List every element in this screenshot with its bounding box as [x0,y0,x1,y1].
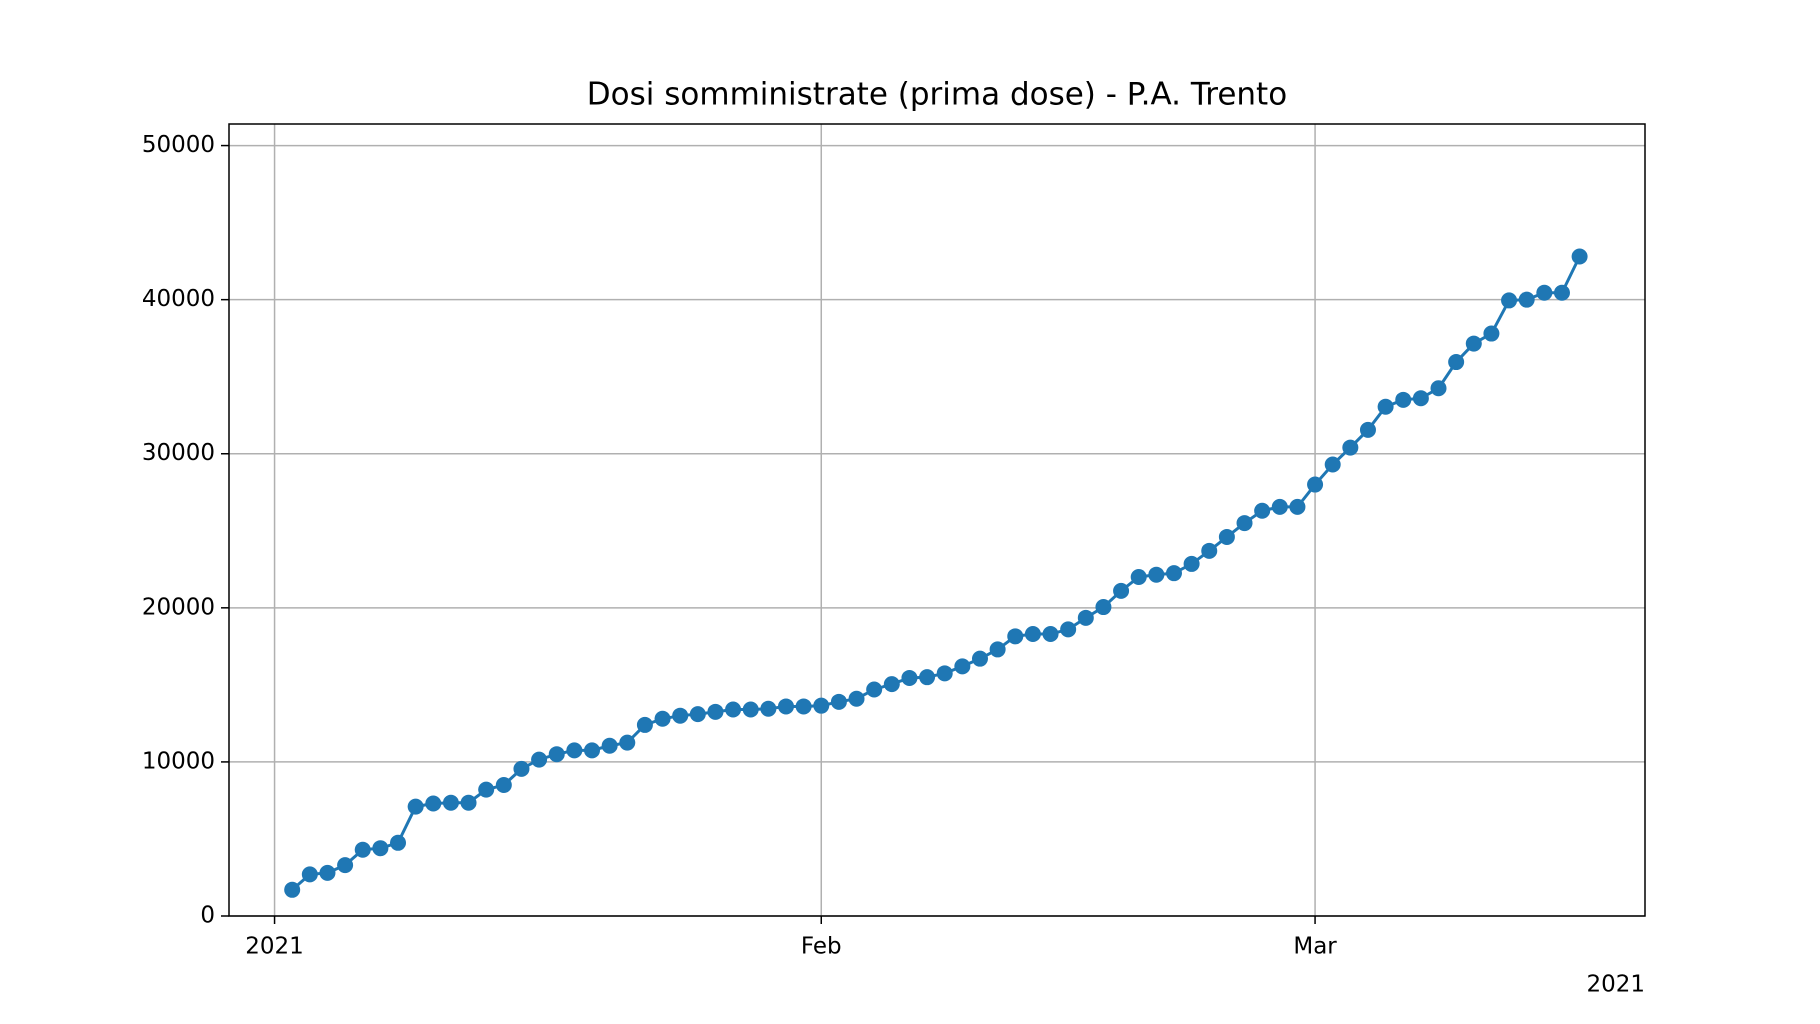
data-point [813,697,830,714]
data-point [407,798,424,815]
data-point [954,658,971,675]
data-point [584,742,601,759]
data-point [1148,566,1165,583]
data-point [495,777,512,794]
data-point [1324,456,1341,473]
data-point [1553,284,1570,301]
data-point [742,701,759,718]
data-point [1165,565,1182,582]
data-point [531,751,548,768]
data-point [1007,628,1024,645]
data-point [883,676,900,693]
data-point [1060,621,1077,638]
x-offset-label: 2021 [1586,972,1645,998]
data-point [513,760,530,777]
data-point [689,706,706,723]
data-point [1430,380,1447,397]
x-tick-label: 2021 [245,934,304,960]
data-point [1448,354,1465,371]
data-point [848,690,865,707]
data-point [390,834,407,851]
data-point [1571,248,1588,265]
data-point [636,716,653,733]
data-point [1113,582,1130,599]
data-point [795,698,812,715]
y-tick-label: 40000 [142,286,215,312]
data-point [1077,609,1094,626]
data-point [777,698,794,715]
data-point [1342,439,1359,456]
x-tick-label: Mar [1293,934,1337,960]
data-point [1042,626,1059,643]
data-point [548,746,565,763]
data-point [319,864,336,881]
data-point [442,794,459,811]
data-point [1359,421,1376,438]
data-point [654,710,671,727]
data-point [936,665,953,682]
data-point [425,795,442,812]
data-point [1412,390,1429,407]
data-point [1483,325,1500,342]
data-point [460,794,477,811]
data-point [478,781,495,798]
data-point [1501,292,1518,309]
data-point [1377,398,1394,415]
data-point [1518,291,1535,308]
data-point [989,641,1006,658]
data-point [354,841,371,858]
data-point [672,707,689,724]
data-point [1218,528,1235,545]
data-point [1095,599,1112,616]
data-point [971,650,988,667]
y-tick-label: 30000 [142,440,215,466]
data-point [372,840,389,857]
data-point [1271,498,1288,515]
data-point [1465,335,1482,352]
data-point [619,734,636,751]
y-tick-label: 20000 [142,594,215,620]
data-point [919,669,936,686]
data-point [566,742,583,759]
x-tick-label: Feb [801,934,842,960]
data-point [760,700,777,717]
data-point [284,881,301,898]
data-point [301,866,318,883]
data-point [1289,498,1306,515]
plot-frame [228,123,1646,917]
data-point [901,669,918,686]
data-point [1395,391,1412,408]
data-point [1183,555,1200,572]
data-point [707,703,724,720]
data-point [337,857,354,874]
data-point [830,693,847,710]
data-point [1536,284,1553,301]
data-point [1201,542,1218,559]
data-point [1254,502,1271,519]
data-point [1236,515,1253,532]
y-tick-label: 50000 [142,132,215,158]
data-point [1024,626,1041,643]
y-tick-label: 0 [200,903,215,929]
data-point [1130,569,1147,586]
data-point [866,681,883,698]
data-point [725,701,742,718]
chart-title: Dosi somministrate (prima dose) - P.A. T… [587,77,1287,113]
data-point [1307,476,1324,493]
data-point [601,737,618,754]
y-tick-label: 10000 [142,748,215,774]
